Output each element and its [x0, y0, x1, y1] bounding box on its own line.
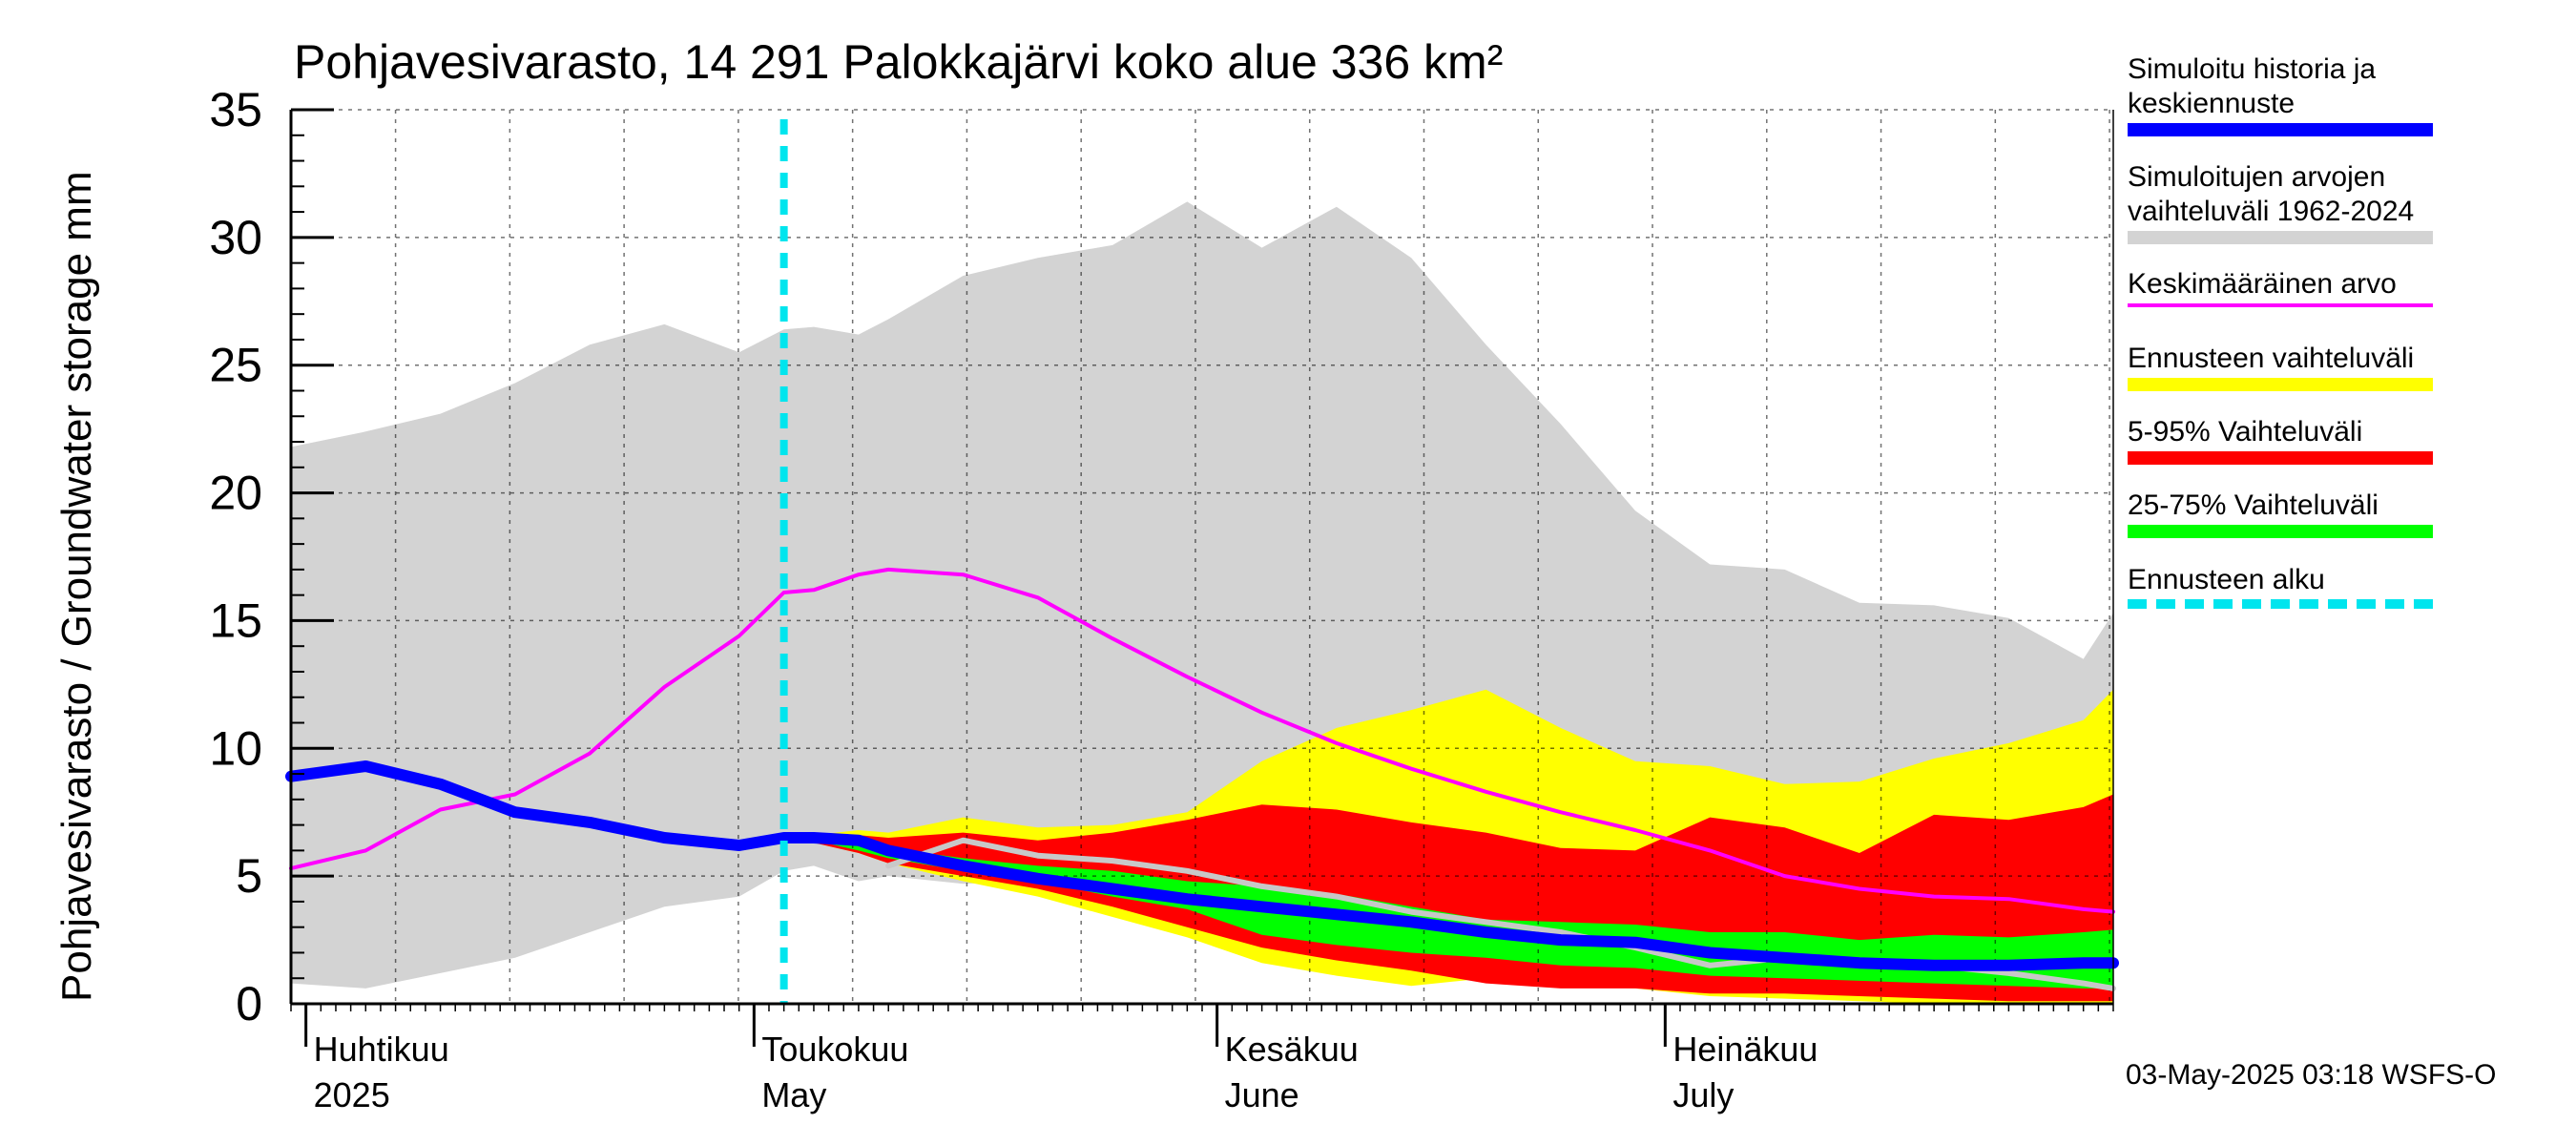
chart-bands [291, 201, 2113, 1004]
legend-swatch [2128, 123, 2433, 136]
y-tick-label: 20 [209, 467, 262, 520]
legend-label: 25-75% Vaihteluväli [2128, 489, 2379, 521]
chart-grid [291, 109, 2113, 1004]
legend-label: Ennusteen alku [2128, 564, 2325, 595]
chart-lines [285, 119, 2119, 1004]
x-month-label-en: June [1225, 1075, 1299, 1114]
y-tick-label: 25 [209, 339, 262, 392]
x-month-label-fi: Huhtikuu [314, 1030, 449, 1069]
y-tick-label: 30 [209, 211, 262, 264]
x-month-label-fi: Heinäkuu [1672, 1030, 1818, 1069]
legend-label: 5-95% Vaihteluväli [2128, 416, 2363, 448]
y-tick-label: 5 [236, 849, 262, 903]
legend-swatch [2128, 378, 2433, 391]
y-axis-label: Pohjavesivarasto / Groundwater storage m… [53, 171, 100, 1002]
series-line-0 [289, 567, 2115, 914]
legend-label: Ennusteen vaihteluväli [2128, 343, 2415, 374]
legend-swatch [2128, 451, 2433, 465]
x-month-label-fi: Toukokuu [761, 1030, 908, 1069]
y-tick-label: 15 [209, 593, 262, 647]
x-month-label-fi: Kesäkuu [1225, 1030, 1359, 1069]
legend-label: Simuloitu historia ja keskiennuste [2128, 53, 2377, 119]
x-month-label-en: May [761, 1075, 826, 1114]
legend-item: Ennusteen alku [2128, 563, 2547, 609]
legend-item: Simuloitu historia ja keskiennuste [2128, 52, 2547, 136]
legend-label: Simuloitujen arvojen vaihteluväli 1962-2… [2128, 161, 2415, 227]
x-month-label-en: July [1672, 1075, 1734, 1114]
legend-swatch [2128, 599, 2433, 609]
legend-swatch [2128, 303, 2433, 307]
series-line-2 [285, 760, 2119, 971]
legend-swatch [2128, 525, 2433, 538]
legend-item: Keskimääräinen arvo [2128, 267, 2547, 307]
chart-title: Pohjavesivarasto, 14 291 Palokkajärvi ko… [294, 35, 1503, 89]
legend-item: Ennusteen vaihteluväli [2128, 342, 2547, 391]
footer-timestamp: 03-May-2025 03:18 WSFS-O [2126, 1059, 2497, 1091]
y-tick-label: 35 [209, 83, 262, 136]
y-tick-label: 10 [209, 721, 262, 775]
chart-axes: 05101520253035Huhtikuu2025ToukokuuMayKes… [209, 83, 2114, 1114]
band-3 [783, 838, 2113, 989]
x-month-label-en: 2025 [314, 1075, 390, 1114]
legend-item: 25-75% Vaihteluväli [2128, 489, 2547, 538]
legend-label: Keskimääräinen arvo [2128, 268, 2397, 300]
legend-item: Simuloitujen arvojen vaihteluväli 1962-2… [2128, 160, 2547, 244]
y-tick-label: 0 [236, 977, 262, 1030]
legend-item: 5-95% Vaihteluväli [2128, 415, 2547, 465]
legend-swatch [2128, 231, 2433, 244]
